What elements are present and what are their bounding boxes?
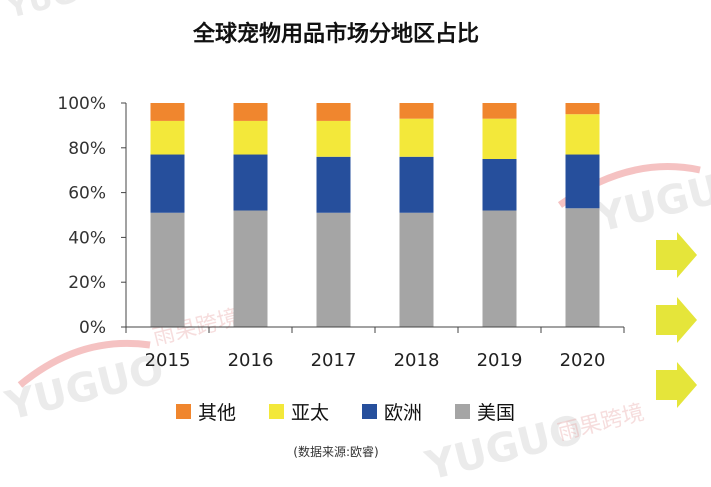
arrow-right-icon bbox=[656, 232, 697, 278]
bar-segment bbox=[399, 118, 434, 157]
x-tick-label: 2019 bbox=[477, 350, 523, 371]
legend-label: 亚太 bbox=[291, 402, 329, 424]
bar-segment bbox=[399, 156, 434, 213]
bar-segment bbox=[150, 212, 185, 327]
watermark-brand: YUGUO bbox=[2, 0, 128, 26]
bar-segment bbox=[565, 208, 600, 327]
x-tick-label: 2015 bbox=[145, 350, 191, 371]
chart-title: 全球宠物用品市场分地区占比 bbox=[192, 21, 479, 47]
watermark-brand-cn: 雨果跨境 bbox=[555, 400, 646, 446]
bar-segment bbox=[565, 103, 600, 115]
bar-segment bbox=[399, 103, 434, 119]
legend: 其他 亚太 欧洲 美国 bbox=[176, 402, 515, 424]
bar-segment bbox=[150, 154, 185, 213]
y-tick-label: 40% bbox=[68, 228, 106, 248]
watermark-swoosh-icon bbox=[17, 339, 151, 388]
bar-segment bbox=[233, 120, 268, 155]
bar-segment bbox=[565, 114, 600, 155]
x-tick-label: 2020 bbox=[560, 350, 606, 371]
x-tick-label: 2018 bbox=[394, 350, 440, 371]
x-tick-label: 2016 bbox=[228, 350, 274, 371]
legend-swatch bbox=[176, 404, 191, 419]
bar-segment bbox=[316, 120, 351, 157]
legend-label: 其他 bbox=[198, 402, 236, 424]
y-tick-label: 100% bbox=[57, 94, 106, 114]
bar-segment bbox=[316, 156, 351, 213]
arrow-right-icon bbox=[656, 297, 697, 343]
bar-series bbox=[150, 103, 600, 327]
bar-segment bbox=[565, 154, 600, 209]
legend-label: 美国 bbox=[477, 402, 515, 424]
bar-segment bbox=[233, 210, 268, 327]
bar-segment bbox=[316, 212, 351, 327]
x-tick-label: 2017 bbox=[311, 350, 357, 371]
bar-segment bbox=[482, 118, 517, 159]
bar-segment bbox=[150, 103, 185, 121]
bar-segment bbox=[482, 103, 517, 119]
y-tick-label: 80% bbox=[68, 139, 106, 159]
legend-swatch bbox=[362, 404, 377, 419]
legend-swatch bbox=[455, 404, 470, 419]
bar-segment bbox=[233, 154, 268, 211]
y-tick-label: 0% bbox=[79, 318, 106, 338]
y-axis: 0% 20% 40% 60% 80% 100% bbox=[57, 94, 127, 338]
bar-segment bbox=[482, 210, 517, 327]
x-axis: 2015 2016 2017 2018 2019 2020 bbox=[125, 326, 625, 371]
bar-segment bbox=[233, 103, 268, 121]
watermark-brand: YUGUO bbox=[0, 346, 168, 430]
bar-segment bbox=[482, 159, 517, 211]
bar-segment bbox=[150, 120, 185, 155]
legend-swatch bbox=[269, 404, 284, 419]
y-tick-label: 20% bbox=[68, 273, 106, 293]
arrow-right-icon bbox=[656, 362, 697, 408]
bar-segment bbox=[399, 212, 434, 327]
bar-segment bbox=[316, 103, 351, 121]
source-note: (数据来源:欧睿) bbox=[293, 444, 378, 459]
legend-label: 欧洲 bbox=[384, 402, 422, 424]
decor-arrows bbox=[656, 232, 697, 408]
y-tick-label: 60% bbox=[68, 184, 106, 204]
